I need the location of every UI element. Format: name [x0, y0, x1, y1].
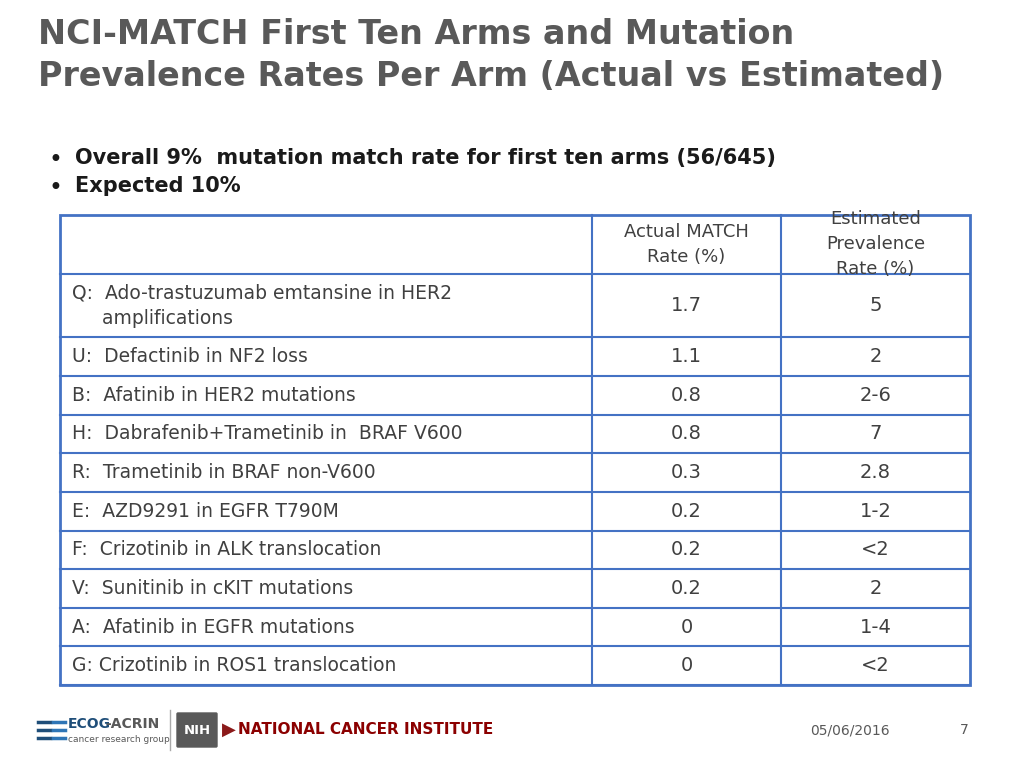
Text: 1-4: 1-4	[859, 617, 891, 637]
FancyBboxPatch shape	[177, 713, 217, 747]
Text: 0.2: 0.2	[671, 502, 702, 521]
Text: 0.2: 0.2	[671, 579, 702, 598]
Text: 0.8: 0.8	[671, 425, 702, 443]
Text: A:  Afatinib in EGFR mutations: A: Afatinib in EGFR mutations	[72, 617, 354, 637]
Text: <2: <2	[861, 541, 890, 559]
Text: 2.8: 2.8	[860, 463, 891, 482]
Text: F:  Crizotinib in ALK translocation: F: Crizotinib in ALK translocation	[72, 541, 381, 559]
Text: Overall 9%  mutation match rate for first ten arms (56/645): Overall 9% mutation match rate for first…	[75, 148, 776, 168]
Text: H:  Dabrafenib+Trametinib in  BRAF V600: H: Dabrafenib+Trametinib in BRAF V600	[72, 425, 463, 443]
Text: cancer research group: cancer research group	[68, 734, 170, 743]
Text: NIH: NIH	[183, 723, 211, 737]
Text: 1.7: 1.7	[671, 296, 702, 315]
Text: •: •	[48, 148, 61, 172]
Text: G: Crizotinib in ROS1 translocation: G: Crizotinib in ROS1 translocation	[72, 656, 396, 675]
Text: 2-6: 2-6	[859, 386, 891, 405]
Text: Q:  Ado-trastuzumab emtansine in HER2
     amplifications: Q: Ado-trastuzumab emtansine in HER2 amp…	[72, 283, 452, 328]
Text: Estimated
Prevalence
Rate (%): Estimated Prevalence Rate (%)	[825, 210, 925, 279]
Text: 0.8: 0.8	[671, 386, 702, 405]
Text: 7: 7	[869, 425, 882, 443]
Text: ▶: ▶	[222, 721, 236, 739]
Text: U:  Defactinib in NF2 loss: U: Defactinib in NF2 loss	[72, 347, 308, 366]
Text: E:  AZD9291 in EGFR T790M: E: AZD9291 in EGFR T790M	[72, 502, 339, 521]
Text: V:  Sunitinib in cKIT mutations: V: Sunitinib in cKIT mutations	[72, 579, 353, 598]
Text: Expected 10%: Expected 10%	[75, 176, 241, 196]
Text: <2: <2	[861, 656, 890, 675]
Text: NCI-MATCH First Ten Arms and Mutation
Prevalence Rates Per Arm (Actual vs Estima: NCI-MATCH First Ten Arms and Mutation Pr…	[38, 18, 944, 93]
Text: 1.1: 1.1	[671, 347, 702, 366]
Text: 0.2: 0.2	[671, 541, 702, 559]
Text: 2: 2	[869, 579, 882, 598]
Text: 05/06/2016: 05/06/2016	[810, 723, 890, 737]
Text: ECOG: ECOG	[68, 717, 111, 731]
Text: 0: 0	[680, 656, 692, 675]
Text: 5: 5	[869, 296, 882, 315]
Text: 0: 0	[680, 617, 692, 637]
Text: R:  Trametinib in BRAF non-V600: R: Trametinib in BRAF non-V600	[72, 463, 376, 482]
Text: 1-2: 1-2	[859, 502, 891, 521]
Text: 7: 7	[961, 723, 969, 737]
Text: Actual MATCH
Rate (%): Actual MATCH Rate (%)	[624, 223, 749, 266]
Text: NATIONAL CANCER INSTITUTE: NATIONAL CANCER INSTITUTE	[238, 723, 494, 737]
Bar	[60, 215, 970, 685]
Text: 0.3: 0.3	[671, 463, 702, 482]
Text: B:  Afatinib in HER2 mutations: B: Afatinib in HER2 mutations	[72, 386, 355, 405]
Text: •: •	[48, 176, 61, 200]
Text: 2: 2	[869, 347, 882, 366]
Text: -ACRIN: -ACRIN	[105, 717, 160, 731]
